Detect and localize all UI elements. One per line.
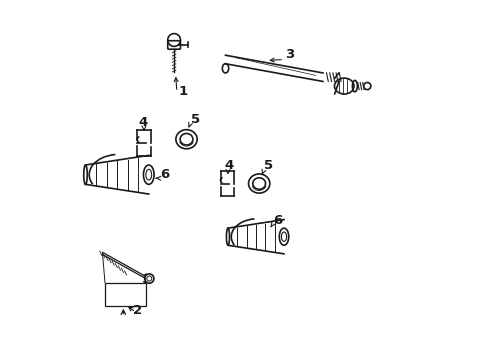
Text: 6: 6	[160, 167, 169, 180]
Text: 5: 5	[264, 159, 273, 172]
Text: 2: 2	[133, 304, 143, 317]
Text: 6: 6	[273, 213, 283, 226]
Text: 4: 4	[139, 116, 148, 129]
Bar	[105, 283, 146, 306]
Text: 1: 1	[178, 85, 188, 98]
Text: 5: 5	[191, 113, 200, 126]
Text: 4: 4	[225, 159, 234, 172]
Text: 3: 3	[285, 48, 294, 61]
